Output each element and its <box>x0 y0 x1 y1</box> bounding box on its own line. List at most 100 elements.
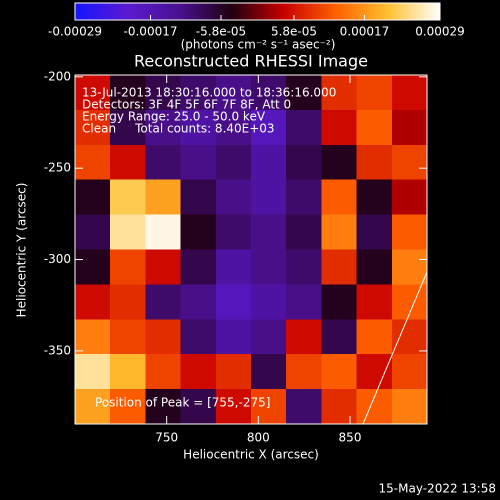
heatmap-cell <box>145 214 182 250</box>
heatmap-cell <box>321 179 358 216</box>
heatmap-cell <box>110 214 146 250</box>
heatmap-cell <box>180 249 217 285</box>
heatmap-cell <box>145 249 182 285</box>
heatmap-cell <box>286 249 322 285</box>
heatmap-cell <box>215 109 252 146</box>
annotation: Detectors: 3F 4F 5F 6F 7F 8F, Att 0 <box>82 98 291 112</box>
heatmap-cell <box>321 354 358 390</box>
heatmap-cell <box>110 249 146 285</box>
heatmap-cell <box>356 354 393 390</box>
heatmap-cell <box>286 75 322 111</box>
colorbar-tick-label: 0.00029 <box>415 25 465 39</box>
heatmap-cell <box>180 354 217 390</box>
heatmap-cell <box>180 179 217 216</box>
heatmap-cell <box>215 249 252 285</box>
heatmap-cell <box>75 144 111 181</box>
heatmap-cell <box>356 319 393 355</box>
y-tick-label: -300 <box>44 252 71 266</box>
heatmap-cell <box>321 144 358 181</box>
heatmap-cell <box>251 214 287 250</box>
heatmap-cell <box>321 319 358 355</box>
heatmap-cell <box>251 109 287 146</box>
heatmap-cell <box>110 354 146 390</box>
heatmap-cell <box>145 144 182 181</box>
plot-frame <box>74 74 428 425</box>
annotation: 13-Jul-2013 18:30:16.000 to 18:36:16.000 <box>82 86 336 100</box>
heatmap-cell <box>321 109 358 146</box>
heatmap-cell <box>145 319 182 355</box>
heatmap-cell <box>215 144 252 181</box>
heatmap-cell <box>286 389 322 425</box>
colorbar-tick-label: -0.00017 <box>124 25 178 39</box>
heatmap-cell <box>286 144 322 181</box>
heatmap-cell <box>251 354 287 390</box>
annotation: Clean Total counts: 8.40E+03 <box>82 122 275 136</box>
heatmap-cell <box>251 319 287 355</box>
heatmap-cell <box>180 284 217 320</box>
y-tick-label: -250 <box>44 161 71 175</box>
heatmap-cell <box>145 284 182 320</box>
heatmap-cell <box>286 179 322 216</box>
heatmap-cell <box>110 75 146 111</box>
colorbar <box>74 2 441 21</box>
heatmap-cell <box>286 284 322 320</box>
x-tick-label: 850 <box>339 431 362 445</box>
limb-line <box>362 271 428 425</box>
heatmap-cell <box>321 75 358 111</box>
heatmap-cell <box>356 249 393 285</box>
heatmap-cell <box>356 144 393 181</box>
heatmap-cell <box>286 354 322 390</box>
heatmap-cell <box>215 284 252 320</box>
heatmap-cell <box>215 319 252 355</box>
peak-label: Position of Peak = [755,-275] <box>95 396 270 410</box>
heatmap-cell <box>286 214 322 250</box>
heatmap-cell <box>75 75 111 111</box>
heatmap-cell <box>180 389 217 425</box>
heatmap-cell <box>356 389 393 425</box>
heatmap-cell <box>75 389 111 425</box>
heatmap-cell <box>215 75 252 111</box>
heatmap-cell <box>356 284 393 320</box>
heatmap-cell <box>110 179 146 216</box>
heatmap-cell <box>391 109 428 146</box>
heatmap-cell <box>110 389 146 425</box>
heatmap-cell <box>180 75 217 111</box>
heatmap-cell <box>391 354 428 390</box>
heatmap-cell <box>391 214 428 250</box>
chart-title: Reconstructed RHESSI Image <box>134 52 368 71</box>
heatmap-cell <box>110 144 146 181</box>
heatmap-cell <box>75 179 111 216</box>
heatmap-cell <box>145 179 182 216</box>
heatmap-cell <box>251 75 287 111</box>
heatmap-cell <box>391 249 428 285</box>
x-axis-label: Heliocentric X (arcsec) <box>183 448 319 462</box>
y-tick-label: -200 <box>44 69 71 83</box>
heatmap-cell <box>75 109 111 146</box>
y-axis-label: Heliocentric Y (arcsec) <box>15 183 29 318</box>
heatmap-cell <box>180 144 217 181</box>
colorbar-tick-label: -0.00029 <box>48 25 102 39</box>
heatmap-cell <box>180 319 217 355</box>
heatmap-cell <box>251 389 287 425</box>
heatmap-cell <box>391 179 428 216</box>
heatmap-cell <box>251 284 287 320</box>
heatmap-cell <box>110 319 146 355</box>
timestamp: 15-May-2022 13:58 <box>379 482 496 496</box>
heatmap-cell <box>75 249 111 285</box>
heatmap-cell <box>286 109 322 146</box>
heatmap-cell <box>391 75 428 111</box>
heatmap-cell <box>391 319 428 355</box>
x-tick-label: 750 <box>155 431 178 445</box>
heatmap-cell <box>215 214 252 250</box>
heatmap-cell <box>251 179 287 216</box>
x-tick-label: 800 <box>247 431 270 445</box>
heatmap-cell <box>286 319 322 355</box>
heatmap-cell <box>321 249 358 285</box>
heatmap-cell <box>321 214 358 250</box>
heatmap-cell <box>75 319 111 355</box>
heatmap-cell <box>215 389 252 425</box>
heatmap-cell <box>321 284 358 320</box>
heatmap-cell <box>391 144 428 181</box>
heatmap-cell <box>145 389 182 425</box>
